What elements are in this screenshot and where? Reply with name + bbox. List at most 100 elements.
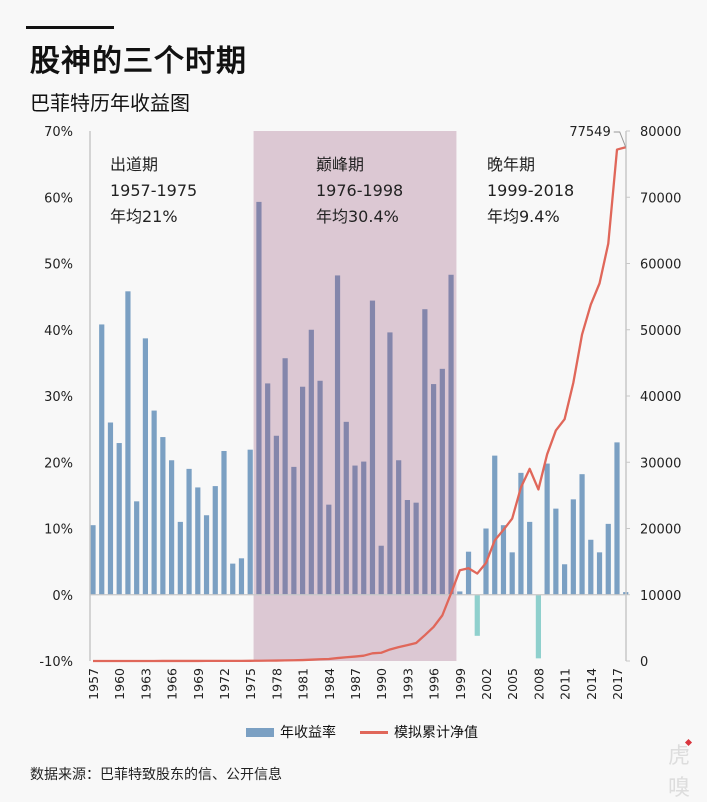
- bar-1993: [404, 500, 410, 595]
- x-tick-label: 2002: [479, 668, 494, 700]
- bar-1982: [308, 329, 314, 595]
- bar-1987: [352, 465, 358, 595]
- right-tick-label: 60000: [640, 258, 681, 273]
- x-tick-label: 1984: [322, 668, 337, 700]
- bar-1997: [439, 368, 445, 595]
- bar-1965: [160, 437, 166, 595]
- watermark-logo: 虎嗅: [668, 744, 691, 801]
- period-name: 巅峰期: [316, 155, 364, 174]
- bar-1974: [238, 558, 245, 595]
- legend: 年收益率 模拟累计净值: [246, 722, 478, 742]
- legend-line-label: 模拟累计净值: [394, 725, 478, 741]
- period-range: 1999-2018: [487, 181, 574, 200]
- left-tick-label: 60%: [44, 191, 73, 206]
- right-tick-label: 30000: [640, 456, 681, 471]
- bar-1989: [369, 300, 376, 595]
- bar-2005: [509, 552, 515, 595]
- end-value-label: 77549: [569, 125, 610, 140]
- right-tick-label: 80000: [640, 125, 681, 140]
- bar-1959: [107, 422, 114, 595]
- bar-2009: [544, 463, 550, 595]
- chart-subtitle: 巴菲特历年收益图: [30, 91, 190, 115]
- bar-1973: [230, 563, 236, 595]
- left-tick-label: 10%: [44, 523, 73, 538]
- right-tick-label: 50000: [640, 324, 681, 339]
- bar-1962: [134, 501, 140, 595]
- x-tick-label: 1969: [191, 668, 206, 700]
- bar-1960: [116, 443, 122, 595]
- period-average: 年均30.4%: [316, 207, 399, 226]
- bar-2012: [570, 499, 576, 595]
- bar-1996: [431, 384, 437, 595]
- period-name: 晚年期: [487, 155, 535, 174]
- bar-2017: [614, 442, 620, 595]
- bar-1961: [125, 291, 131, 595]
- bar-1968: [186, 468, 192, 595]
- left-tick-label: 30%: [44, 390, 73, 405]
- x-tick-label: 1975: [243, 668, 258, 700]
- data-source: 数据来源：巴菲特致股东的信、公开信息: [30, 767, 282, 783]
- x-tick-label: 2011: [558, 668, 573, 700]
- bar-1964: [151, 410, 157, 595]
- bar-1998: [448, 274, 454, 595]
- bar-2000: [465, 551, 472, 595]
- left-tick-label: 20%: [44, 456, 73, 471]
- left-tick-label: 0%: [52, 589, 73, 604]
- right-tick-label: 40000: [640, 390, 681, 405]
- bar-2001: [474, 594, 480, 636]
- bar-1958: [99, 324, 105, 595]
- bar-2003: [492, 455, 498, 595]
- bar-1995: [422, 309, 428, 595]
- page-title: 股神的三个时期: [30, 44, 247, 79]
- left-tick-label: -10%: [39, 655, 73, 670]
- bar-1971: [212, 486, 218, 595]
- period-range: 1957-1975: [110, 181, 197, 200]
- x-tick-label: 1990: [374, 668, 389, 700]
- period-average: 年均21%: [110, 207, 178, 226]
- end-label-leader: [613, 131, 627, 148]
- period-average: 年均9.4%: [487, 207, 560, 226]
- bar-2015: [596, 552, 603, 595]
- bar-1978: [273, 435, 279, 595]
- bar-1972: [221, 450, 227, 595]
- right-tick-label: 10000: [640, 589, 681, 604]
- x-tick-label: 2017: [610, 668, 625, 700]
- x-tick-label: 1960: [112, 668, 127, 700]
- legend-bar-swatch: [246, 727, 274, 737]
- x-tick-label: 2014: [584, 668, 599, 700]
- cumulative-value-line: [93, 146, 627, 663]
- x-tick-label: 1993: [400, 668, 415, 700]
- x-tick-label: 2005: [505, 668, 520, 700]
- legend-bar-label: 年收益率: [280, 725, 336, 741]
- x-tick-label: 1987: [348, 668, 363, 700]
- x-tick-label: 1981: [296, 668, 311, 700]
- bar-1977: [265, 383, 271, 595]
- x-tick-label: 1999: [453, 668, 468, 700]
- bar-2010: [553, 508, 559, 595]
- bar-1999: [457, 591, 463, 595]
- left-tick-label: 70%: [44, 125, 73, 140]
- right-tick-label: 70000: [640, 191, 681, 206]
- x-tick-label: 1957: [86, 668, 101, 700]
- x-tick-label: 2008: [531, 668, 546, 700]
- bar-1975: [247, 449, 253, 595]
- bar-2014: [588, 539, 594, 595]
- bar-1979: [282, 358, 288, 595]
- bar-1969: [195, 487, 201, 595]
- bar-1992: [396, 460, 402, 595]
- bar-1981: [300, 386, 306, 595]
- bar-1970: [203, 515, 210, 595]
- right-tick-label: 20000: [640, 523, 681, 538]
- bar-1963: [142, 338, 148, 595]
- bar-1988: [361, 461, 367, 595]
- bar-1980: [291, 466, 297, 595]
- bar-2007: [527, 521, 533, 595]
- bar-2004: [500, 525, 507, 595]
- bar-1983: [317, 380, 323, 595]
- bar-1976: [256, 201, 262, 595]
- title-accent-bar: [26, 26, 114, 29]
- period-name: 出道期: [110, 155, 158, 174]
- x-tick-label: 1963: [138, 668, 153, 700]
- chart: -10% 0% 10% 20% 30% 40% 50% 60% 70% 0 10000 20000 30…: [39, 125, 681, 700]
- bar-1990: [378, 545, 384, 595]
